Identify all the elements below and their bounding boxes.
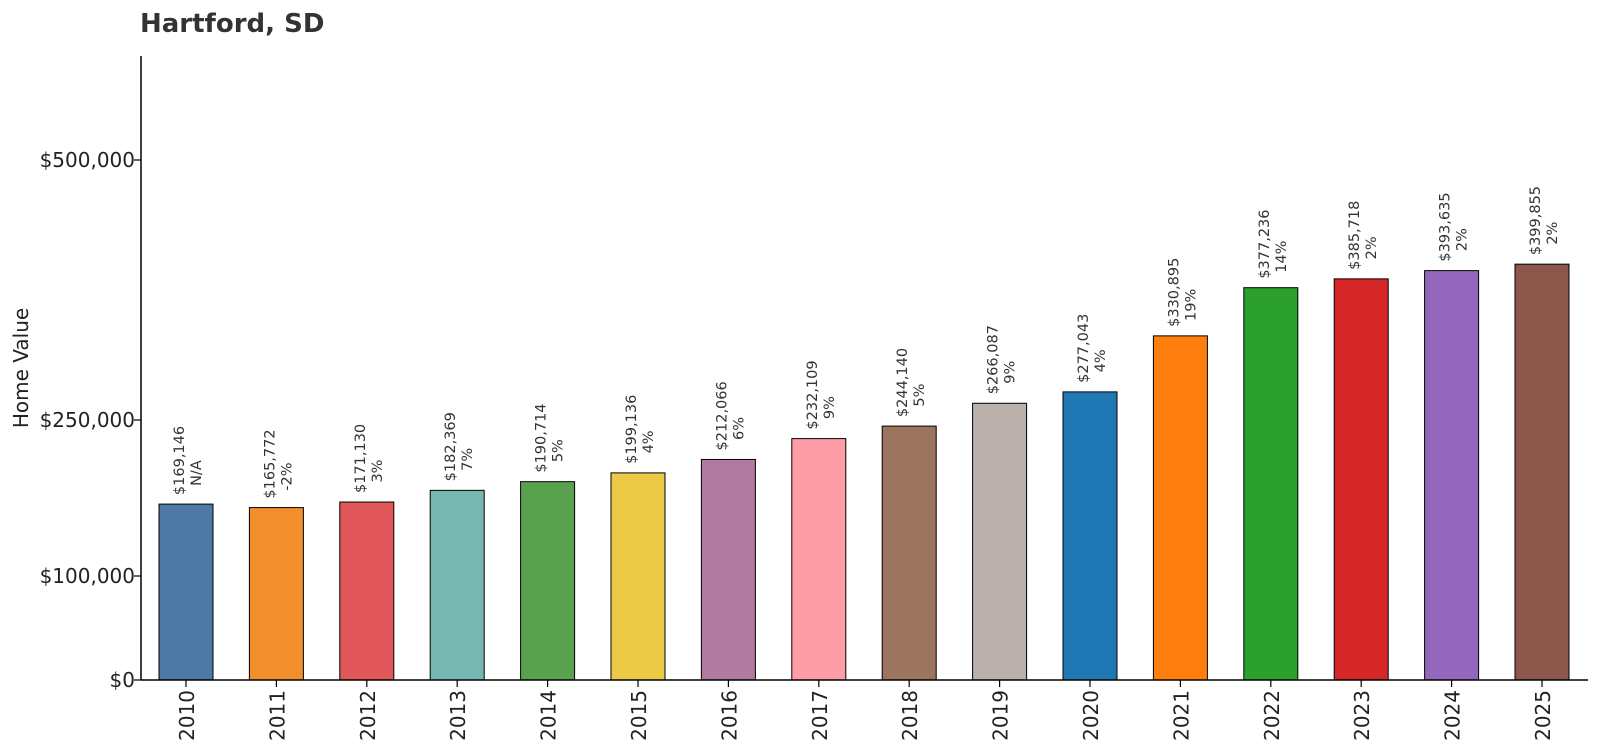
bar-2022: [1243, 287, 1299, 681]
bar-2020: [1062, 391, 1118, 681]
x-tick-label: 2014: [537, 690, 561, 741]
x-tick-label: 2024: [1441, 690, 1465, 741]
x-tick-label: 2021: [1169, 690, 1193, 741]
bar-change-label: 5%: [912, 384, 928, 407]
x-tick-label: 2018: [898, 690, 922, 741]
bar-value-label: $393,635: [1438, 192, 1454, 261]
bar-value-label: $182,369: [443, 412, 459, 481]
x-tick-label: 2016: [717, 690, 741, 741]
y-axis-label: Home Value: [9, 308, 33, 428]
bar-value-label: $244,140: [895, 348, 911, 417]
bar-value-label: $190,714: [534, 403, 550, 472]
bar-change-label: 2%: [1364, 236, 1380, 259]
y-tick-label: $0: [110, 668, 135, 692]
bar-2025: [1514, 263, 1570, 681]
y-tick-label: $100,000: [40, 564, 135, 588]
data-label-2021: $330,895 19%: [1166, 258, 1199, 327]
bar-change-label: 4%: [641, 430, 657, 453]
bar-2015: [610, 472, 666, 681]
bar-2016: [700, 458, 756, 681]
x-tick-label: 2010: [175, 690, 199, 741]
data-label-2019: $266,087 9%: [986, 325, 1019, 394]
bar-value-label: $171,130: [353, 424, 369, 493]
bar-value-label: $385,718: [1347, 201, 1363, 270]
data-label-2023: $385,718 2%: [1347, 201, 1380, 270]
bar-value-label: $165,772: [262, 429, 278, 498]
y-tick-label: $250,000: [40, 408, 135, 432]
x-tick-label: 2019: [989, 690, 1013, 741]
y-tick-label: $500,000: [40, 148, 135, 172]
x-tick-label: 2017: [808, 690, 832, 741]
y-axis-ticks: $0 $100,000 $250,000 $500,000: [40, 148, 141, 692]
bar-value-label: $212,066: [714, 381, 730, 450]
bar-change-label: -2%: [279, 462, 295, 490]
bar-2017: [791, 438, 847, 681]
bar-value-label: $266,087: [986, 325, 1002, 394]
bar-2012: [339, 501, 395, 681]
data-label-2010: $169,146 N/A: [172, 426, 205, 495]
bar-2018: [881, 425, 937, 681]
bar-2023: [1333, 278, 1389, 681]
bar-change-label: 7%: [460, 448, 476, 471]
bar-value-label: $377,236: [1257, 209, 1273, 278]
chart-title: Hartford, SD: [140, 9, 324, 39]
bar-change-label: 5%: [551, 439, 567, 462]
x-tick-label: 2023: [1350, 690, 1374, 741]
x-tick-label: 2013: [446, 690, 470, 741]
data-label-2011: $165,772 -2%: [262, 429, 295, 498]
bars-group: $169,146 N/A $165,772 -2% $171,130 3% $182,369…: [158, 186, 1570, 681]
data-label-2025: $399,855 2%: [1528, 186, 1561, 255]
bar-value-label: $199,136: [624, 395, 640, 464]
bar-change-label: 9%: [1003, 361, 1019, 384]
data-label-2018: $244,140 5%: [895, 348, 928, 417]
x-tick-label: 2015: [627, 690, 651, 741]
bar-2021: [1152, 335, 1208, 681]
bar-2010: [158, 503, 214, 681]
bar-2014: [520, 481, 576, 681]
x-tick-label: 2012: [356, 690, 380, 741]
bar-change-label: 14%: [1274, 241, 1290, 273]
bar-value-label: $277,043: [1076, 314, 1092, 383]
bar-change-label: 2%: [1545, 222, 1561, 245]
bar-2011: [248, 507, 304, 681]
data-label-2020: $277,043 4%: [1076, 314, 1109, 383]
data-label-2012: $171,130 3%: [353, 424, 386, 493]
data-label-2022: $377,236 14%: [1257, 209, 1290, 278]
data-label-2014: $190,714 5%: [534, 403, 567, 472]
bar-value-label: $399,855: [1528, 186, 1544, 255]
x-tick-label: 2011: [265, 690, 289, 741]
data-label-2013: $182,369 7%: [443, 412, 476, 481]
x-tick-label: 2020: [1079, 690, 1103, 741]
bar-change-label: 19%: [1183, 289, 1199, 321]
bar-value-label: $232,109: [805, 360, 821, 429]
bar-value-label: $330,895: [1166, 258, 1182, 327]
x-axis-ticks: 2010 2011 2012 2013 2014 2015 2016 2017 2018 2019…: [175, 680, 1555, 741]
bar-change-label: 9%: [822, 396, 838, 419]
x-tick-label: 2025: [1531, 690, 1555, 741]
bar-2024: [1424, 270, 1480, 681]
bar-2019: [972, 402, 1028, 681]
bar-change-label: 4%: [1093, 349, 1109, 372]
data-label-2024: $393,635 2%: [1438, 192, 1471, 261]
bar-change-label: 2%: [1455, 228, 1471, 251]
data-label-2016: $212,066 6%: [714, 381, 747, 450]
bar-change-label: 6%: [731, 417, 747, 440]
bar-2013: [429, 489, 485, 681]
bar-value-label: $169,146: [172, 426, 188, 495]
data-label-2015: $199,136 4%: [624, 395, 657, 464]
bar-change-label: N/A: [189, 460, 205, 486]
x-tick-label: 2022: [1260, 690, 1284, 741]
data-label-2017: $232,109 9%: [805, 360, 838, 429]
bar-change-label: 3%: [370, 460, 386, 483]
